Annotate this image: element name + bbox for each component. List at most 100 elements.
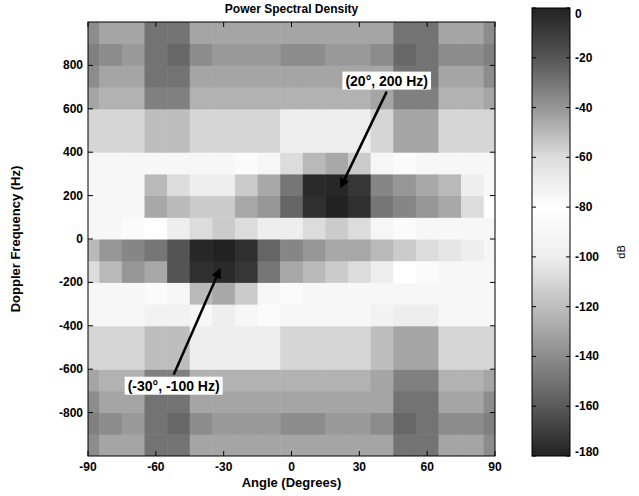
heat-cell xyxy=(167,239,190,261)
heat-cell xyxy=(461,65,484,87)
heat-cell xyxy=(371,434,394,456)
heat-cell xyxy=(325,217,348,239)
x-tick xyxy=(291,22,292,27)
colorbar-tick-label: -180 xyxy=(575,445,599,459)
colorbar-tick xyxy=(566,107,570,108)
heat-cell xyxy=(438,239,461,261)
heat-cell xyxy=(122,196,145,218)
y-tick xyxy=(88,152,93,153)
heat-cell xyxy=(325,348,348,370)
heat-cell xyxy=(393,282,416,304)
heat-cell xyxy=(393,174,416,196)
heat-cell xyxy=(303,369,326,391)
heat-cell xyxy=(235,65,258,87)
colorbar-tick-label: -160 xyxy=(575,399,599,413)
heat-cell xyxy=(393,131,416,153)
heat-cell xyxy=(88,261,100,283)
heat-cell xyxy=(348,304,371,326)
heat-cell xyxy=(371,326,394,348)
heat-cell xyxy=(348,196,371,218)
heat-cell xyxy=(371,44,394,66)
heat-cell xyxy=(325,282,348,304)
heat-cell xyxy=(88,196,100,218)
heat-cell xyxy=(484,348,495,370)
heat-cell xyxy=(416,413,439,435)
annotation-arrow xyxy=(174,277,217,375)
y-tick xyxy=(490,282,495,283)
heat-cell xyxy=(99,152,122,174)
heat-cell xyxy=(99,304,122,326)
colorbar-tick-label: -20 xyxy=(575,51,593,65)
heat-cell xyxy=(371,239,394,261)
heat-cell xyxy=(235,22,258,44)
heat-cell xyxy=(484,196,495,218)
heat-cell xyxy=(88,369,100,391)
heat-cell xyxy=(190,261,213,283)
heat-cell xyxy=(167,217,190,239)
y-tick xyxy=(490,239,495,240)
heat-cell xyxy=(280,131,303,153)
heat-cell xyxy=(280,109,303,131)
heat-cell xyxy=(235,261,258,283)
heat-cell xyxy=(438,391,461,413)
heat-cell xyxy=(167,131,190,153)
heat-cell xyxy=(393,44,416,66)
heat-cell xyxy=(438,304,461,326)
x-axis-title: Angle (Degrees) xyxy=(242,475,342,490)
heat-cell xyxy=(167,413,190,435)
heat-cell xyxy=(145,282,168,304)
heat-cell xyxy=(393,369,416,391)
heat-cell xyxy=(190,434,213,456)
heat-cell xyxy=(190,22,213,44)
heat-cell xyxy=(325,261,348,283)
heat-cell xyxy=(167,22,190,44)
heat-cell xyxy=(99,131,122,153)
colorbar-tick xyxy=(566,8,570,9)
heat-cell xyxy=(325,87,348,109)
heat-cell xyxy=(235,109,258,131)
heat-cell xyxy=(461,44,484,66)
heat-cell xyxy=(258,109,281,131)
heat-cell xyxy=(416,348,439,370)
heat-cell xyxy=(258,434,281,456)
heat-cell xyxy=(303,196,326,218)
heat-cell xyxy=(235,369,258,391)
heat-cell xyxy=(484,326,495,348)
heat-cell xyxy=(371,196,394,218)
heat-cell xyxy=(280,304,303,326)
heat-cell xyxy=(99,326,122,348)
heat-cell xyxy=(99,22,122,44)
heat-cell xyxy=(416,282,439,304)
heat-cell xyxy=(303,282,326,304)
heat-cell xyxy=(303,304,326,326)
heat-cell xyxy=(438,434,461,456)
heat-cell xyxy=(393,434,416,456)
heat-cell xyxy=(461,87,484,109)
heat-cell xyxy=(348,369,371,391)
heat-cell xyxy=(258,217,281,239)
colorbar-tick-label: -120 xyxy=(575,300,599,314)
heat-cell xyxy=(258,65,281,87)
heat-cell xyxy=(190,239,213,261)
heat-cell xyxy=(416,304,439,326)
heat-cell xyxy=(122,152,145,174)
heat-cell xyxy=(371,174,394,196)
heat-cell xyxy=(325,196,348,218)
heat-cell xyxy=(99,196,122,218)
annotation-text: (20°, 200 Hz) xyxy=(345,73,428,89)
heat-cell xyxy=(258,369,281,391)
heat-cell xyxy=(348,326,371,348)
x-tick xyxy=(223,451,224,456)
heat-cell xyxy=(122,434,145,456)
heat-cell xyxy=(235,413,258,435)
heat-cell xyxy=(348,174,371,196)
y-tick xyxy=(88,65,93,66)
heat-cell xyxy=(99,282,122,304)
heat-cell xyxy=(371,304,394,326)
heat-cell xyxy=(325,44,348,66)
heat-cell xyxy=(122,217,145,239)
heat-cell xyxy=(484,22,495,44)
heat-cell xyxy=(393,109,416,131)
colorbar-tick-label: -140 xyxy=(575,349,599,363)
heat-cell xyxy=(167,434,190,456)
